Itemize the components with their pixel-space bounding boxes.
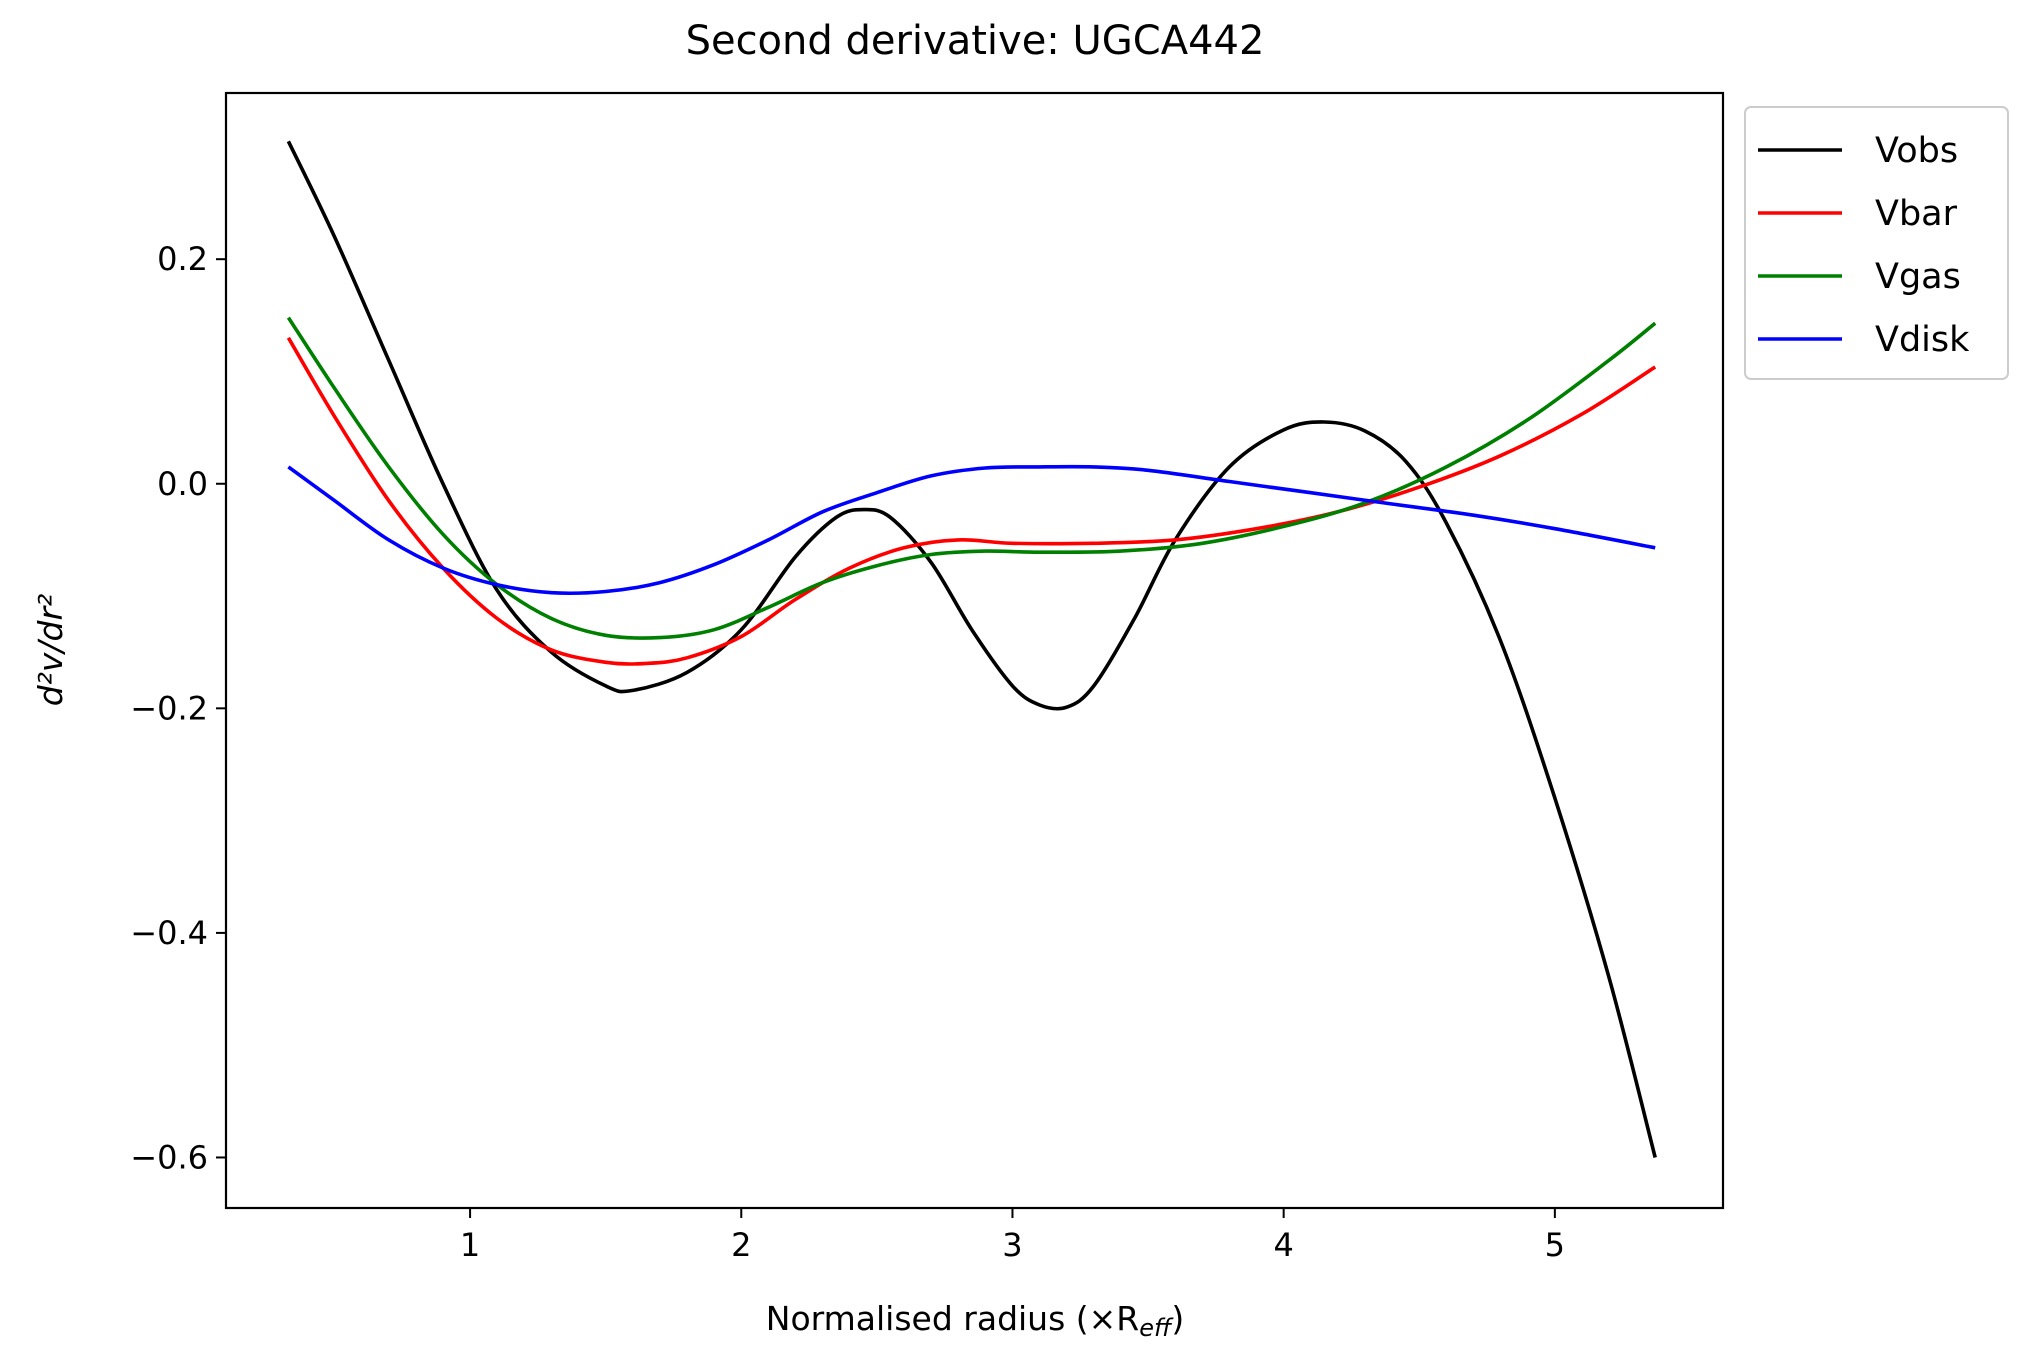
x-tick-label: 1 xyxy=(460,1226,480,1264)
series-line-vdisk xyxy=(287,464,1656,596)
plot-frame xyxy=(224,91,1725,1210)
y-tick-label: 0.0 xyxy=(157,465,208,503)
legend-label-vdisk: Vdisk xyxy=(1875,320,1970,360)
legend-label-vgas: Vgas xyxy=(1875,257,1961,297)
y-tick-label: 0.2 xyxy=(157,240,208,278)
series-line-vobs xyxy=(286,140,1657,1158)
x-axis: 1 2 3 4 5 xyxy=(460,1208,1565,1264)
legend-label-vbar: Vbar xyxy=(1875,194,1958,234)
y-tick-label: −0.6 xyxy=(130,1138,208,1176)
x-axis-label: Normalised radius (×Reff) xyxy=(766,1299,1184,1342)
x-tick-label: 3 xyxy=(1002,1226,1022,1264)
legend-label-vobs: Vobs xyxy=(1875,131,1958,171)
series-line-vgas xyxy=(286,316,1657,640)
x-axis-label-main: Normalised radius (×R xyxy=(766,1299,1139,1338)
x-axis-label-close: ) xyxy=(1171,1299,1184,1338)
x-tick-label: 2 xyxy=(731,1226,751,1264)
data-lines xyxy=(286,140,1657,1158)
chart-title: Second derivative: UGCA442 xyxy=(686,18,1265,64)
series-line-vbar xyxy=(286,336,1657,666)
x-tick-label: 5 xyxy=(1545,1226,1565,1264)
y-tick-label: −0.2 xyxy=(130,689,208,727)
y-axis-label: d²v/dr² xyxy=(31,594,70,707)
x-tick-label: 4 xyxy=(1273,1226,1293,1264)
y-axis: 0.2 0.0 −0.2 −0.4 −0.6 xyxy=(130,240,226,1176)
y-tick-label: −0.4 xyxy=(130,914,208,952)
legend: Vobs Vbar Vgas Vdisk xyxy=(1744,106,2009,380)
legend-box xyxy=(1744,106,2009,380)
x-axis-label-subscript: eff xyxy=(1139,1314,1174,1342)
